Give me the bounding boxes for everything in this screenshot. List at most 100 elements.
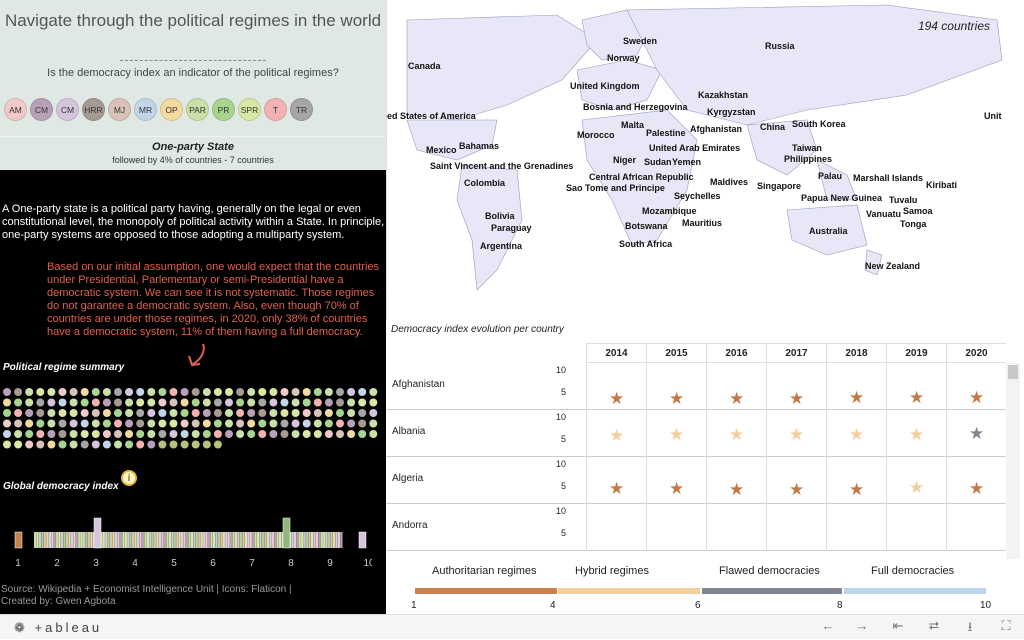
regime-dot[interactable] [236,398,245,407]
democracy-index-bar[interactable] [244,532,247,548]
regime-dot[interactable] [25,430,34,438]
democracy-index-bar[interactable] [210,532,213,548]
star-marker[interactable]: ★ [969,424,985,444]
regime-dot[interactable] [36,398,45,407]
regime-dot[interactable] [191,419,200,428]
regime-dot[interactable] [147,440,156,449]
regime-dot[interactable] [358,388,367,396]
index-cell[interactable] [706,504,766,551]
index-cell[interactable]: ★ [706,457,766,504]
regime-dot[interactable] [169,440,178,449]
democracy-index-bar[interactable] [256,532,260,548]
democracy-index-bar[interactable] [166,532,169,548]
regime-dot[interactable] [347,419,356,428]
regime-dot[interactable] [369,398,378,407]
democracy-index-bar[interactable] [100,532,103,548]
democracy-index-bar[interactable] [249,532,252,548]
regime-dot[interactable] [191,440,200,449]
regime-dot[interactable] [102,388,111,396]
regime-dot[interactable] [3,388,11,396]
regime-dot[interactable] [58,409,67,417]
regime-dot[interactable] [247,398,256,407]
democracy-index-bar[interactable] [190,532,194,548]
index-cell[interactable]: ★ [766,457,826,504]
democracy-index-bar[interactable] [308,532,311,548]
democracy-index-bar[interactable] [340,532,343,548]
regime-dot[interactable] [247,409,256,417]
index-cell[interactable]: ★ [946,410,1006,457]
regime-dot[interactable] [114,440,122,449]
democracy-index-highlight-bar[interactable] [14,531,23,549]
democracy-index-bar[interactable] [168,532,172,548]
regime-dot[interactable] [225,409,233,417]
country-label[interactable]: Seychelles [674,191,721,201]
regime-dot[interactable] [236,430,245,438]
country-label[interactable]: Kiribati [926,180,958,190]
regime-dot[interactable] [302,398,311,407]
regime-dot[interactable] [80,419,89,428]
country-label[interactable]: South Korea [792,119,846,129]
democracy-index-bar[interactable] [203,532,206,548]
regime-dot[interactable] [302,430,311,438]
country-label[interactable]: United Arab Emirates [649,143,741,153]
country-label[interactable]: Tonga [900,219,927,229]
democracy-index-highlight-bar[interactable] [93,517,102,549]
regime-dot[interactable] [80,440,89,449]
country-label[interactable]: Singapore [757,181,802,191]
index-cell[interactable] [886,504,946,551]
democracy-index-bar[interactable] [237,532,240,548]
regime-dot[interactable] [225,388,233,396]
country-label[interactable]: Saint Vincent and the Grenadines [430,161,574,171]
democracy-index-bar[interactable] [158,532,162,548]
democracy-index-bar[interactable] [215,532,218,548]
regime-dot[interactable] [47,440,56,449]
regime-dot[interactable] [213,430,222,438]
country-label[interactable]: Sao Tome and Principe [566,183,665,193]
regime-dot[interactable] [91,409,100,417]
country-label[interactable]: Afghanistan [690,124,743,134]
country-label[interactable]: United Kingdom [570,81,640,91]
regime-dot[interactable] [58,388,67,396]
country-row[interactable]: Albania 10 5 ★ ★ ★ ★ ★ ★ ★ [386,410,1006,457]
country-label[interactable]: Yemen [672,157,702,167]
democracy-index-bar[interactable] [38,532,42,548]
star-marker[interactable]: ★ [609,388,625,408]
regime-dot[interactable] [291,409,300,417]
democracy-index-bar[interactable] [217,532,221,548]
regime-dot[interactable] [191,388,200,396]
democracy-index-bar[interactable] [132,532,135,548]
star-marker[interactable]: ★ [969,388,985,408]
regime-button-op[interactable]: OP [160,98,183,121]
democracy-index-bar[interactable] [335,532,338,548]
year-column-header[interactable]: 2019 [886,343,946,363]
democracy-index-bar[interactable] [87,532,91,548]
country-label[interactable]: Bolivia [485,211,515,221]
regime-dot[interactable] [369,430,378,438]
democracy-index-bar[interactable] [220,532,223,548]
regime-dot[interactable] [47,398,56,407]
democracy-index-bar[interactable] [212,532,216,548]
country-label[interactable]: Canada [408,61,441,71]
regime-dot[interactable] [358,409,367,417]
regime-dot[interactable] [114,398,122,407]
democracy-index-bar[interactable] [156,532,159,548]
regime-dot[interactable] [347,430,356,438]
regime-dot[interactable] [147,409,156,417]
regime-dot[interactable] [358,398,367,407]
democracy-index-bar[interactable] [261,532,265,548]
index-cell[interactable] [946,504,1006,551]
star-marker[interactable]: ★ [729,424,745,444]
democracy-index-bar[interactable] [198,532,201,548]
regime-dot[interactable] [213,419,222,428]
country-label[interactable]: Mexico [426,145,457,155]
democracy-index-bar[interactable] [195,532,198,548]
country-label[interactable]: Bahamas [459,141,500,151]
country-label[interactable]: Marshall Islands [853,173,924,183]
regime-dot[interactable] [58,419,67,428]
democracy-index-bar[interactable] [149,532,152,548]
regime-button-t[interactable]: T [264,98,287,121]
star-marker[interactable]: ★ [909,424,925,444]
regime-dot[interactable] [125,409,134,417]
index-cell[interactable]: ★ [706,410,766,457]
regime-dot[interactable] [36,409,45,417]
